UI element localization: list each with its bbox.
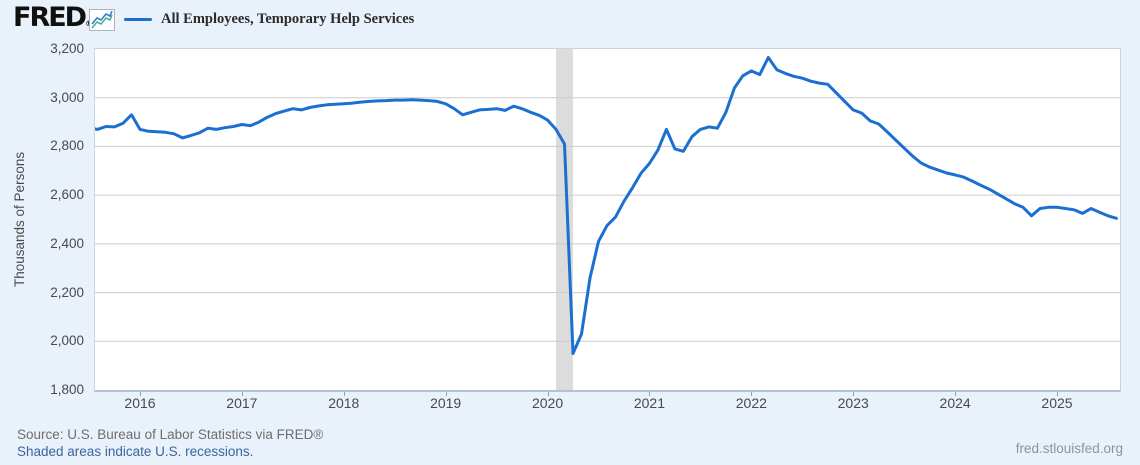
source-text: Source: U.S. Bureau of Labor Statistics … (17, 427, 324, 442)
y-tick-label: 1,800 (50, 382, 84, 397)
x-tick-label: 2019 (430, 395, 462, 411)
x-tick-label: 2021 (633, 395, 666, 411)
x-tick-mark (343, 392, 345, 396)
y-tick-label: 2,400 (50, 235, 84, 251)
y-tick-label: 3,000 (50, 89, 84, 105)
x-tick-mark (241, 392, 243, 396)
logo-zigzag-teal (91, 14, 113, 29)
x-tick-mark (1057, 392, 1058, 396)
y-axis-labels: 3,200 3,000 2,800 2,600 2,400 2,200 2,000 1,800 (0, 0, 88, 465)
fred-logo-chart-icon-svg (91, 10, 113, 29)
x-tick-label: 2024 (939, 395, 971, 411)
y-tick-label: 3,200 (50, 41, 84, 56)
x-tick-mark (445, 392, 447, 396)
recession-note-link[interactable]: Shaded areas indicate U.S. recessions. (17, 444, 254, 459)
legend-label[interactable]: All Employees, Temporary Help Services (161, 11, 415, 27)
x-tick-mark (853, 392, 855, 396)
x-tick-label: 2018 (328, 395, 360, 411)
legend-line-swatch (124, 18, 152, 21)
series-legend: All Employees, Temporary Help Services (124, 11, 414, 28)
x-tick-label: 2022 (735, 395, 767, 411)
plot-area[interactable] (94, 48, 1121, 392)
x-tick-mark (751, 392, 753, 396)
plot-svg (95, 49, 1120, 390)
y-tick-label: 2,200 (50, 284, 84, 300)
x-tick-label: 2016 (124, 395, 156, 411)
x-tick-label: 2020 (531, 395, 564, 411)
x-tick-mark (955, 392, 957, 396)
fred-logo-text: FRED (13, 2, 87, 33)
y-tick-label: 2,600 (50, 187, 84, 203)
x-tick-mark (649, 392, 651, 396)
logo-zigzag-blue (91, 10, 113, 25)
y-tick-label: 2,000 (50, 333, 84, 349)
x-tick-label: 2017 (226, 395, 258, 411)
fred-site-link[interactable]: fred.stlouisfed.org (1015, 441, 1123, 456)
y-tick-label: 2,800 (50, 138, 84, 154)
x-tick-mark (140, 392, 141, 396)
fred-logo-chart-icon (89, 9, 115, 31)
series-line[interactable] (95, 56, 1118, 355)
recession-band (556, 49, 573, 390)
x-tick-mark (547, 392, 549, 396)
x-tick-label: 2025 (1041, 395, 1073, 411)
x-tick-label: 2023 (837, 395, 869, 411)
